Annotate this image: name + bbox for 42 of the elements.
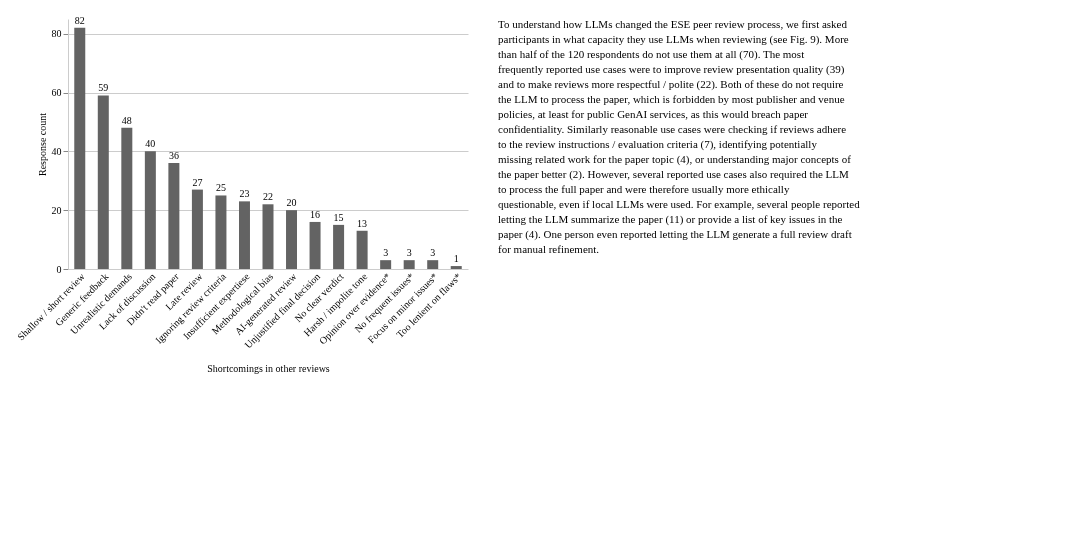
- data-label: 48: [121, 114, 132, 126]
- bar: [215, 195, 227, 269]
- data-label: 3: [406, 247, 412, 259]
- data-label: 25: [215, 182, 226, 194]
- data-label: 59: [98, 82, 109, 94]
- data-label: 22: [263, 191, 273, 203]
- y-tick-label: 20: [51, 204, 62, 216]
- x-axis-title: Shortcomings in other reviews: [207, 363, 330, 375]
- data-label: 15: [333, 211, 344, 223]
- bar: [191, 189, 203, 269]
- bar: [238, 201, 250, 269]
- bar: [356, 230, 368, 269]
- data-label: 13: [357, 217, 368, 229]
- bar: [380, 260, 392, 269]
- y-tick-label: 60: [51, 87, 62, 99]
- y-axis-title: Response count: [36, 112, 48, 177]
- data-label: 16: [310, 208, 321, 220]
- data-label: 23: [239, 188, 250, 200]
- y-tick-label: 40: [51, 145, 62, 157]
- data-label: 20: [286, 197, 297, 209]
- bar: [144, 151, 156, 269]
- bar: [121, 127, 133, 269]
- y-tick-label: 80: [51, 28, 62, 40]
- bar: [427, 260, 439, 269]
- data-label: 3: [383, 247, 389, 259]
- data-label: 27: [192, 176, 203, 188]
- bar: [97, 95, 109, 269]
- bar: [333, 224, 345, 269]
- y-tick-label: 0: [56, 263, 62, 275]
- data-label: 3: [430, 247, 436, 259]
- bar: [74, 27, 86, 269]
- bar: [309, 221, 321, 269]
- data-label: 1: [453, 253, 459, 265]
- bar: [262, 204, 274, 269]
- data-label: 82: [74, 14, 85, 26]
- bar: [403, 260, 415, 269]
- data-label: 40: [145, 138, 156, 150]
- bar: [286, 210, 298, 269]
- bar: [450, 266, 462, 269]
- text: To understand how LLMs changed the ESE peer review process, we first asked participants in what capacity they use LLMs when reviewing (see Fig. 9). More than half of the 120 respondents do not use them at all (70). The most frequently reported use cases were to improve review presentation quality (39) and to make reviews more respectful / polite (22). Both of these do not require the LLM to process the paper, which is forbidden by most publisher and venue policies, at least for public GenAI services, as this would breach paper confidentiality. Similarly reasonable use cases were checking if reviews adhere to the review instructions / evaluation criteria (7), identifying potentially missing related work for the paper topic (4), or understanding major concepts of the paper better (2). However, several reported use cases also required the LLM to process the full paper and were therefore usually more ethically questionable, even if local LLMs were used. For example, several people reported letting the LLM summarize the paper (11) or provide a list of key issues in the paper (4). One person even reported letting the LLM generate a full review draft for manual refinement.: [498, 18, 860, 255]
- data-label: 36: [168, 150, 179, 162]
- bar: [168, 163, 180, 269]
